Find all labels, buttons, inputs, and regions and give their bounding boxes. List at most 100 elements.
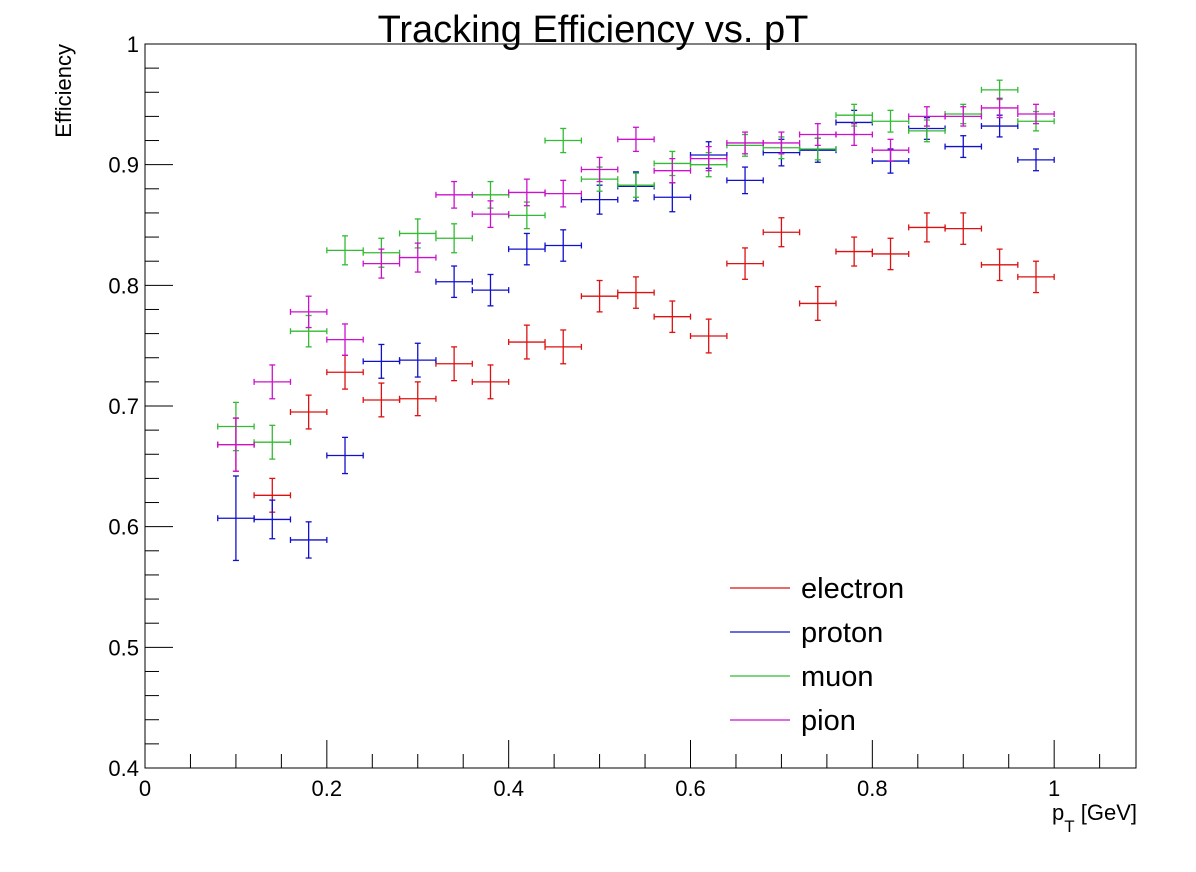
data-point-electron (980, 248, 1019, 282)
x-axis-title-subscript: T (1064, 817, 1074, 836)
legend-label: pion (801, 705, 856, 737)
data-point-pion (653, 157, 692, 184)
data-point-pion (689, 145, 728, 172)
data-point-electron (726, 247, 764, 280)
data-point-electron (326, 354, 364, 390)
data-point-electron (508, 324, 546, 360)
y-tick-label: 0.8 (108, 273, 139, 298)
data-point-muon (871, 109, 910, 133)
y-tick-label: 0.9 (108, 153, 139, 178)
data-point-proton (544, 229, 583, 262)
data-point-electron (580, 279, 619, 313)
legend: electron proton muon pion (730, 573, 904, 737)
data-point-pion (508, 178, 546, 207)
legend-label: electron (801, 573, 904, 605)
x-tick-label: 0.2 (312, 776, 343, 801)
data-point-muon (835, 103, 873, 127)
series-pion (217, 97, 1055, 472)
data-point-proton (944, 135, 983, 159)
data-point-electron (762, 217, 801, 248)
y-tick-label: 0.7 (108, 394, 139, 419)
data-point-electron (871, 237, 910, 271)
legend-item-pion: pion (730, 705, 856, 737)
data-point-pion (326, 323, 364, 356)
data-point-pion (617, 126, 655, 153)
data-point-electron (835, 236, 873, 267)
data-point-pion (435, 180, 473, 209)
data-point-proton (435, 265, 473, 299)
y-tick-label: 1 (127, 32, 139, 57)
data-point-proton (217, 475, 255, 562)
data-point-proton (253, 499, 292, 540)
data-point-electron (908, 212, 946, 243)
data-point-pion (471, 200, 510, 229)
data-point-electron (362, 382, 401, 418)
data-point-pion (835, 122, 873, 147)
data-point-pion (362, 248, 401, 279)
data-point-pion (398, 242, 437, 273)
legend-label: muon (801, 661, 874, 693)
data-point-pion (871, 138, 910, 162)
y-axis-title: Efficiency (51, 44, 76, 138)
data-point-pion (762, 131, 801, 155)
x-tick-label: 0.8 (857, 776, 888, 801)
data-point-electron (798, 285, 837, 321)
data-point-pion (944, 106, 983, 127)
data-point-proton (289, 521, 328, 559)
data-point-proton (653, 182, 692, 213)
data-point-proton (471, 273, 510, 307)
data-point-muon (435, 223, 473, 254)
x-axis-title-unit: [GeV] (1075, 800, 1137, 825)
x-axis-title-main: p (1052, 800, 1064, 825)
data-point-electron (944, 212, 983, 245)
data-point-electron (398, 381, 437, 417)
data-point-proton (726, 166, 764, 195)
series-proton (217, 109, 1055, 562)
data-point-electron (689, 318, 728, 354)
data-point-pion (726, 131, 764, 155)
y-tick-label: 0.6 (108, 515, 139, 540)
data-point-muon (544, 127, 583, 154)
data-point-muon (617, 172, 655, 198)
data-point-electron (289, 394, 328, 430)
data-layer (217, 79, 1055, 562)
legend-item-electron: electron (730, 573, 904, 605)
data-point-muon (326, 235, 364, 266)
legend-item-proton: proton (730, 617, 883, 649)
data-point-proton (508, 232, 546, 266)
x-tick-label: 0.6 (675, 776, 706, 801)
data-point-electron (544, 329, 583, 365)
data-point-pion (253, 364, 292, 400)
data-point-electron (471, 364, 510, 400)
x-tick-label: 0.4 (493, 776, 524, 801)
data-point-electron (617, 276, 655, 309)
data-point-proton (326, 436, 364, 475)
data-point-proton (362, 343, 401, 379)
legend-label: proton (801, 617, 883, 649)
axes-layer: 0.4 0.5 0.6 0.7 0.8 0.9 1 0 0.2 0.4 0.6 0.8 1 (108, 32, 1137, 801)
plot-frame (144, 43, 1137, 769)
data-point-electron (653, 300, 692, 334)
data-point-electron (435, 346, 473, 382)
data-point-pion (580, 156, 619, 183)
data-point-muon (980, 79, 1019, 101)
x-tick-label: 1 (1048, 776, 1060, 801)
y-tick-label: 0.4 (108, 756, 139, 781)
data-point-electron (253, 477, 292, 513)
data-point-pion (544, 179, 583, 208)
x-axis-title: pT [GeV] (1052, 800, 1137, 836)
data-point-electron (1017, 260, 1055, 294)
data-point-proton (1017, 148, 1055, 172)
data-point-pion (289, 295, 328, 329)
series-electron (217, 212, 1055, 513)
data-point-pion (908, 106, 946, 127)
x-tick-label: 0 (139, 776, 151, 801)
data-point-pion (980, 97, 1019, 119)
data-point-proton (398, 342, 437, 378)
y-tick-label: 0.5 (108, 635, 139, 660)
data-point-muon (253, 424, 292, 460)
data-point-pion (798, 122, 837, 147)
chart-title: Tracking Efficiency vs. pT (378, 9, 809, 51)
legend-item-muon: muon (730, 661, 874, 693)
